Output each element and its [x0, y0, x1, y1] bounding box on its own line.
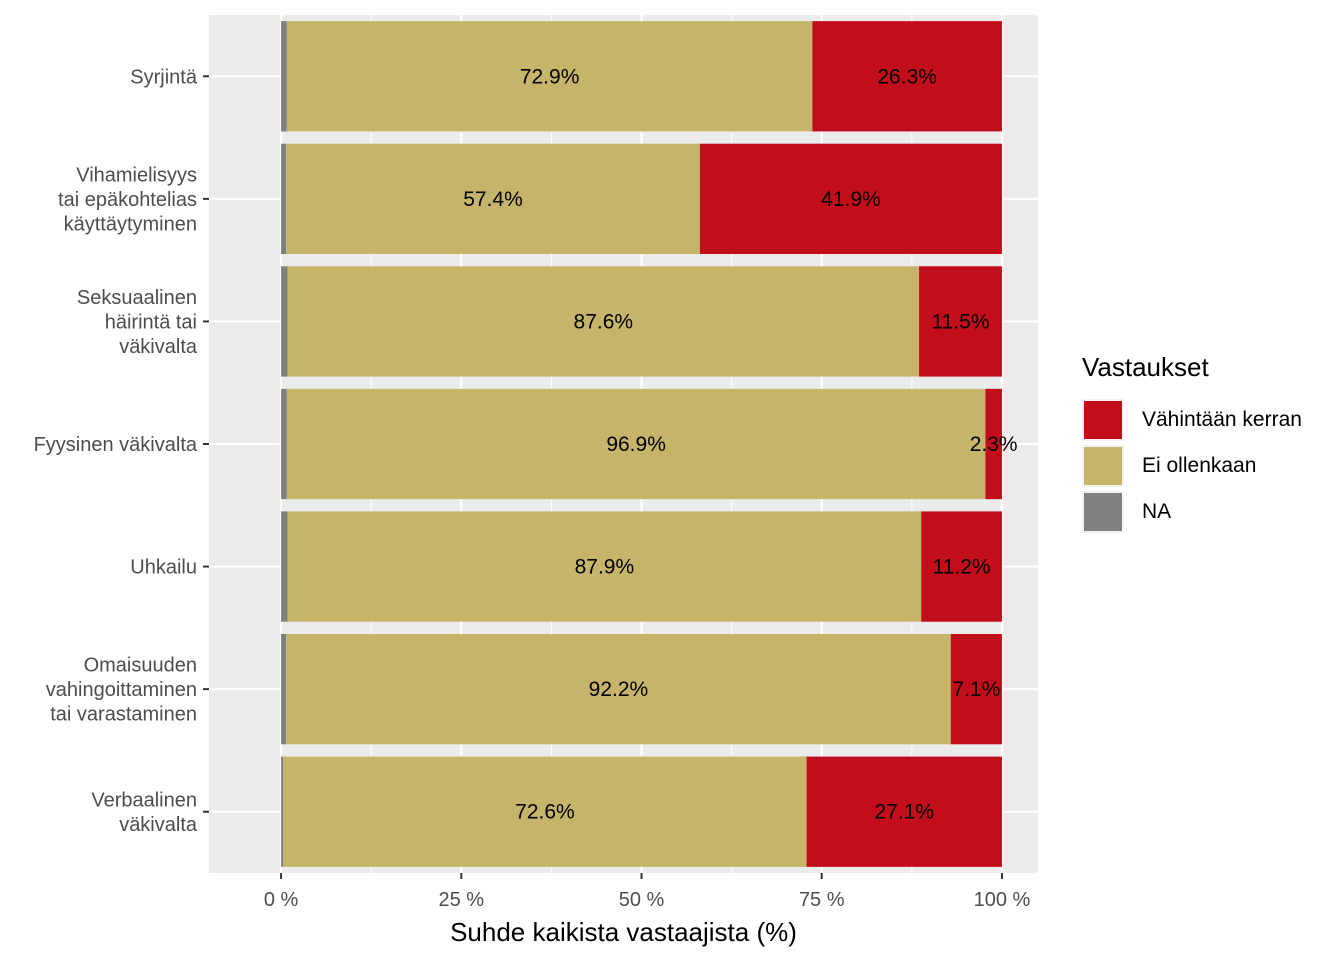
bar-segment-na: [281, 511, 288, 622]
legend-item-ei-ollenkaan: Ei ollenkaan: [1082, 443, 1302, 489]
data-label: 11.2%: [933, 556, 991, 579]
bar-segment-ei-ollenkaan: [283, 756, 807, 867]
y-tick-label: Fyysinen väkivalta: [34, 434, 198, 456]
bar-segment-na: [281, 388, 287, 500]
bar-segment-ei-ollenkaan: [286, 633, 951, 745]
y-tick-label: Omaisuuden vahingoittaminen tai varastamin…: [46, 655, 197, 726]
legend-key-na: [1082, 491, 1124, 533]
x-axis-title: Suhde kaikista vastaajista (%): [450, 917, 797, 947]
bar-segment-ei-ollenkaan: [286, 388, 986, 500]
bar-segment-ei-ollenkaan: [286, 21, 813, 132]
legend-title: Vastaukset: [1082, 352, 1209, 382]
y-tick-label: Vihamielisyys tai epäkohtelias käyttäytymi…: [58, 164, 197, 235]
y-tick-label: Syrjintä: [130, 66, 198, 88]
data-label: 2.3%: [970, 433, 1018, 456]
legend-label: Ei ollenkaan: [1142, 454, 1257, 477]
bar-segment-ei-ollenkaan: [286, 143, 700, 255]
x-tick-label: 25 %: [439, 889, 485, 911]
bar-segment-v-hint-n-kerran: [985, 388, 1002, 500]
y-tick-label: Seksuaalinen häirintä tai väkivalta: [77, 287, 198, 358]
legend-item-na: NA: [1082, 489, 1302, 535]
x-tick-label: 100 %: [974, 889, 1031, 911]
x-tick-label: 75 %: [799, 889, 845, 911]
data-label: 41.9%: [821, 188, 881, 211]
bar-segment-na: [281, 21, 287, 132]
bar-segment-v-hint-n-kerran: [919, 266, 1002, 377]
data-label: 11.5%: [932, 310, 990, 333]
bar-segment-v-hint-n-kerran: [812, 21, 1002, 132]
bar-segment-v-hint-n-kerran: [921, 511, 1002, 622]
legend: Vastaukset Vähintään kerran Ei ollenkaan…: [1082, 352, 1302, 535]
legend-label: Vähintään kerran: [1142, 408, 1302, 431]
x-tick-label: 0 %: [264, 889, 299, 911]
data-label: 57.4%: [463, 188, 523, 211]
data-label: 87.6%: [574, 310, 634, 333]
data-label: 27.1%: [875, 801, 935, 824]
bar-segment-v-hint-n-kerran: [950, 633, 1002, 745]
bar-segment-v-hint-n-kerran: [699, 143, 1002, 255]
legend-key-ei-ollenkaan: [1082, 445, 1124, 487]
data-label: 72.9%: [520, 65, 580, 88]
data-label: 92.2%: [589, 678, 649, 701]
bar-segment-ei-ollenkaan: [287, 511, 922, 622]
y-tick-label: Uhkailu: [130, 557, 197, 579]
bar-segment-na: [281, 756, 284, 867]
bar-segment-v-hint-n-kerran: [806, 756, 1002, 867]
bar-segment-na: [281, 266, 288, 377]
legend-key-vahintaan-kerran: [1082, 399, 1124, 441]
data-label: 72.6%: [515, 801, 575, 824]
bar-segment-na: [281, 633, 287, 745]
legend-label: NA: [1142, 500, 1172, 523]
bar-segment-ei-ollenkaan: [287, 266, 920, 377]
data-label: 96.9%: [606, 433, 666, 456]
data-label: 7.1%: [952, 678, 1000, 701]
bar-segment-na: [281, 143, 287, 255]
data-label: 26.3%: [877, 65, 937, 88]
x-tick-label: 50 %: [619, 889, 665, 911]
data-label: 87.9%: [575, 556, 635, 579]
legend-item-vahintaan-kerran: Vähintään kerran: [1082, 397, 1302, 443]
y-tick-label: Verbaalinen väkivalta: [91, 789, 198, 836]
